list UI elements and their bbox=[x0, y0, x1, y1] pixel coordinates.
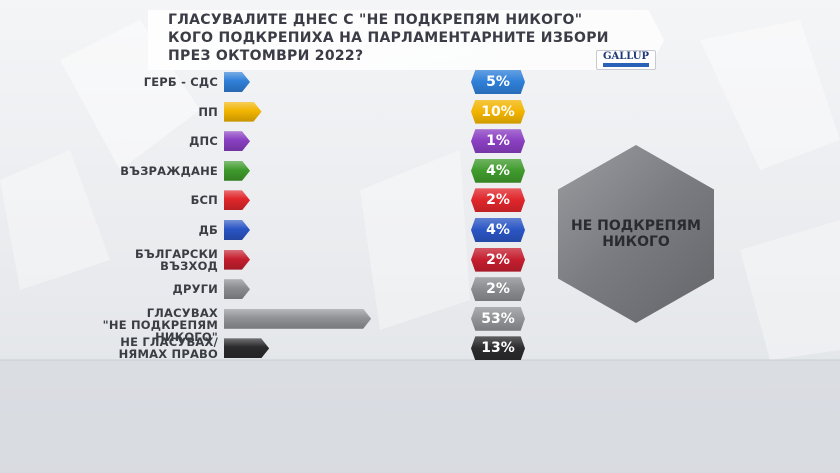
category-label: БЪЛГАРСКИ ВЪЗХОД bbox=[40, 248, 218, 272]
title-line-3: ПРЕЗ ОКТОМВРИ 2022? bbox=[168, 48, 364, 64]
category-label: ГЕРБ - СДС bbox=[40, 76, 218, 88]
category-label-line-1: НЕ ГЛАСУВАХ/ bbox=[120, 335, 218, 350]
value-label: 2% bbox=[486, 281, 510, 298]
value-label: 2% bbox=[486, 251, 510, 268]
value-badge: 13% bbox=[471, 336, 525, 361]
title-banner bbox=[148, 10, 664, 70]
value-badge: 1% bbox=[471, 129, 525, 154]
category-label: ДБ bbox=[40, 224, 218, 236]
category-label-line-2: "НЕ ПОДКРЕПЯМ НИКОГО" bbox=[102, 317, 218, 344]
data-bar bbox=[224, 309, 371, 329]
value-badge: 10% bbox=[471, 99, 525, 124]
category-label-line-1: БСП bbox=[190, 193, 218, 208]
highlight-label-line-1: НЕ ПОДКРЕПЯМ bbox=[571, 218, 701, 234]
data-bar bbox=[224, 250, 250, 270]
value-label: 4% bbox=[486, 162, 510, 179]
data-bar bbox=[224, 338, 269, 358]
value-badge: 53% bbox=[471, 306, 525, 331]
title-line-1: ГЛАСУВАЛИТЕ ДНЕС С "НЕ ПОДКРЕПЯМ НИКОГО" bbox=[168, 12, 583, 28]
category-label: ДПС bbox=[40, 135, 218, 147]
category-label: БСП bbox=[40, 194, 218, 206]
gallup-logo: GALLUP bbox=[596, 50, 656, 70]
category-label-line-2: НЯМАХ ПРАВО bbox=[118, 347, 218, 362]
highlight-label: НЕ ПОДКРЕПЯМ НИКОГО bbox=[558, 218, 714, 250]
category-label-line-1: ВЪЗРАЖДАНЕ bbox=[120, 163, 218, 178]
logo-underline bbox=[603, 63, 649, 67]
title-line-2: КОГО ПОДКРЕПИХА НА ПАРЛАМЕНТАРНИТЕ ИЗБОР… bbox=[168, 30, 609, 46]
category-label-line-1: ПП bbox=[198, 104, 218, 119]
highlight-label-line-2: НИКОГО bbox=[602, 234, 670, 250]
category-label-line-1: ДБ bbox=[198, 223, 218, 237]
data-bar bbox=[224, 131, 250, 151]
value-badge: 2% bbox=[471, 188, 525, 213]
category-label: ГЛАСУВАХ "НЕ ПОДКРЕПЯМ НИКОГО" bbox=[40, 307, 218, 343]
value-badge: 2% bbox=[471, 277, 525, 302]
category-label: ДРУГИ bbox=[40, 283, 218, 295]
category-label-line-1: БЪЛГАРСКИ bbox=[134, 246, 218, 261]
data-bar bbox=[224, 102, 262, 122]
value-label: 13% bbox=[481, 340, 515, 357]
value-badge: 5% bbox=[471, 70, 525, 94]
category-label-line-1: ГЛАСУВАХ bbox=[146, 305, 218, 320]
data-bar bbox=[224, 161, 250, 181]
value-label: 10% bbox=[481, 103, 515, 120]
data-bar bbox=[224, 220, 250, 240]
category-label-line-2: ВЪЗХОД bbox=[160, 258, 218, 273]
value-badge: 4% bbox=[471, 218, 525, 242]
data-bar bbox=[224, 190, 250, 210]
value-badge: 4% bbox=[471, 158, 525, 183]
value-badge: 2% bbox=[471, 247, 525, 272]
category-label-line-1: ГЕРБ - СДС bbox=[143, 75, 218, 89]
category-label-line-1: ДПС bbox=[189, 134, 218, 149]
data-bar bbox=[224, 72, 250, 92]
value-label: 4% bbox=[486, 222, 510, 238]
value-label: 2% bbox=[486, 192, 510, 209]
category-label: ВЪЗРАЖДАНЕ bbox=[40, 165, 218, 177]
category-label: ПП bbox=[40, 106, 218, 118]
data-bar bbox=[224, 279, 250, 299]
category-label-line-1: ДРУГИ bbox=[172, 282, 218, 297]
value-label: 53% bbox=[481, 310, 515, 327]
value-label: 1% bbox=[486, 133, 510, 150]
category-label: НЕ ГЛАСУВАХ/НЯМАХ ПРАВО bbox=[40, 336, 218, 360]
value-label: 5% bbox=[486, 74, 510, 90]
logo-text: GALLUP bbox=[602, 51, 650, 62]
